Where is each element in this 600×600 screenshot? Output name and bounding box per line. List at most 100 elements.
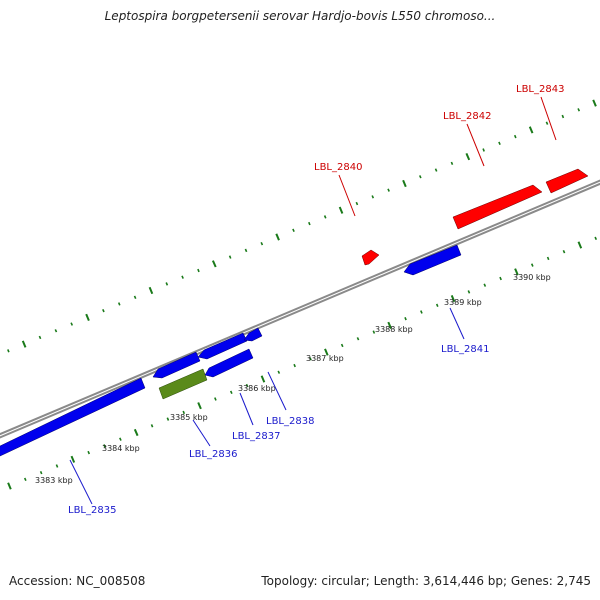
tick-mark [260,241,264,246]
tick-mark [260,375,266,383]
tick-mark [483,283,487,287]
tick-mark [592,99,597,107]
scale-label: 3387 kbp [306,354,344,363]
gene-label-lbl-2837[interactable]: LBL_2837 [232,431,280,442]
tick-mark [482,148,485,152]
tick-mark [371,195,375,199]
tick-mark [229,390,233,395]
tick-mark [150,424,154,428]
inner-tick-track [7,236,598,490]
tick-mark [372,330,376,334]
gene-feature-small-reverse[interactable] [243,327,263,342]
tick-mark [420,310,423,314]
leader-line [239,392,254,426]
tick-mark [245,383,249,388]
tick-mark [133,295,137,300]
gene-label-lbl-2843[interactable]: LBL_2843 [516,84,564,95]
leader-line [338,174,356,217]
gene-feature-lbl-2841[interactable] [403,244,462,276]
tick-mark [7,349,10,353]
tick-mark [39,470,43,475]
tick-mark [165,282,169,286]
gene-label-lbl-2835[interactable]: LBL_2835 [68,505,116,516]
tick-mark [308,221,311,226]
tick-mark [244,248,248,253]
tick-mark [402,179,407,188]
leader-line [449,307,465,340]
tick-mark [561,114,565,119]
leader-line [267,371,287,411]
tick-mark [513,134,517,139]
tick-mark [356,337,360,341]
tick-mark [197,268,200,273]
gene-feature-lbl-2840[interactable] [361,249,380,266]
tick-mark [528,126,534,134]
tick-mark [498,141,501,146]
tick-mark [546,256,550,261]
tick-mark [467,290,471,294]
gene-feature-lbl-2837[interactable] [204,348,254,378]
gene-label-lbl-2841[interactable]: LBL_2841 [441,344,489,355]
genome-summary-text: Topology: circular; Length: 3,614,446 bp… [261,574,591,588]
scale-label: 3390 kbp [513,273,551,282]
leader-line [466,123,485,167]
tick-mark [562,249,566,254]
scale-label: 3383 kbp [35,476,73,485]
tick-mark [465,153,471,161]
tick-mark [38,335,42,340]
tick-mark [514,268,519,276]
tick-mark [119,437,122,441]
tick-mark [181,275,184,279]
gene-features [0,168,589,457]
gene-feature-lbl-2843[interactable] [545,168,589,194]
tick-mark [277,370,281,374]
tick-mark [404,317,407,321]
tick-mark [355,201,359,206]
tick-mark [293,363,296,368]
gene-label-lbl-2836[interactable]: LBL_2836 [189,449,237,460]
gene-feature-lbl-2838[interactable] [197,332,248,360]
tick-mark [166,417,170,421]
gene-feature-lbl-2836[interactable] [152,351,201,379]
tick-mark [275,233,280,241]
tick-mark [387,188,390,192]
gene-feature-other[interactable] [158,368,208,400]
scale-label: 3384 kbp [102,444,140,453]
tick-mark [148,286,154,295]
gene-label-lbl-2838[interactable]: LBL_2838 [266,416,314,427]
scale-label: 3388 kbp [375,325,413,334]
gene-label-lbl-2840[interactable]: LBL_2840 [314,162,362,173]
gene-label-lbl-2842[interactable]: LBL_2842 [443,111,491,122]
tick-mark [450,161,454,166]
tick-mark [87,450,91,455]
accession-text: Accession: NC_008508 [9,574,146,588]
tick-mark [214,397,217,401]
outer-tick-track [7,99,597,353]
leader-line [69,459,93,505]
gene-feature-lbl-2842[interactable] [452,184,543,230]
leader-line [540,96,557,141]
tick-mark [70,455,76,463]
tick-mark [577,241,583,249]
tick-mark [55,464,59,468]
tick-mark [323,215,327,219]
tick-mark [21,340,27,348]
gene-feature-lbl-2835[interactable] [0,377,146,457]
tick-mark [103,444,106,448]
tick-mark [23,477,27,482]
tick-mark [434,168,438,172]
tick-mark [387,321,393,329]
tick-mark [594,236,598,241]
chromosome-backbone [0,179,600,439]
gene-labels: LBL_2835 LBL_2836 LBL_2837 LBL_2838 LBL_… [68,84,564,516]
tick-mark [324,348,329,356]
tick-mark [338,206,344,214]
scale-label: 3386 kbp [238,384,276,393]
tick-mark [418,175,422,179]
tick-mark [530,263,534,267]
tick-mark [102,308,105,313]
tick-mark [340,343,344,348]
scale-labels: 3383 kbp 3384 kbp 3385 kbp 3386 kbp 3387… [35,273,551,485]
tick-mark [450,295,456,303]
